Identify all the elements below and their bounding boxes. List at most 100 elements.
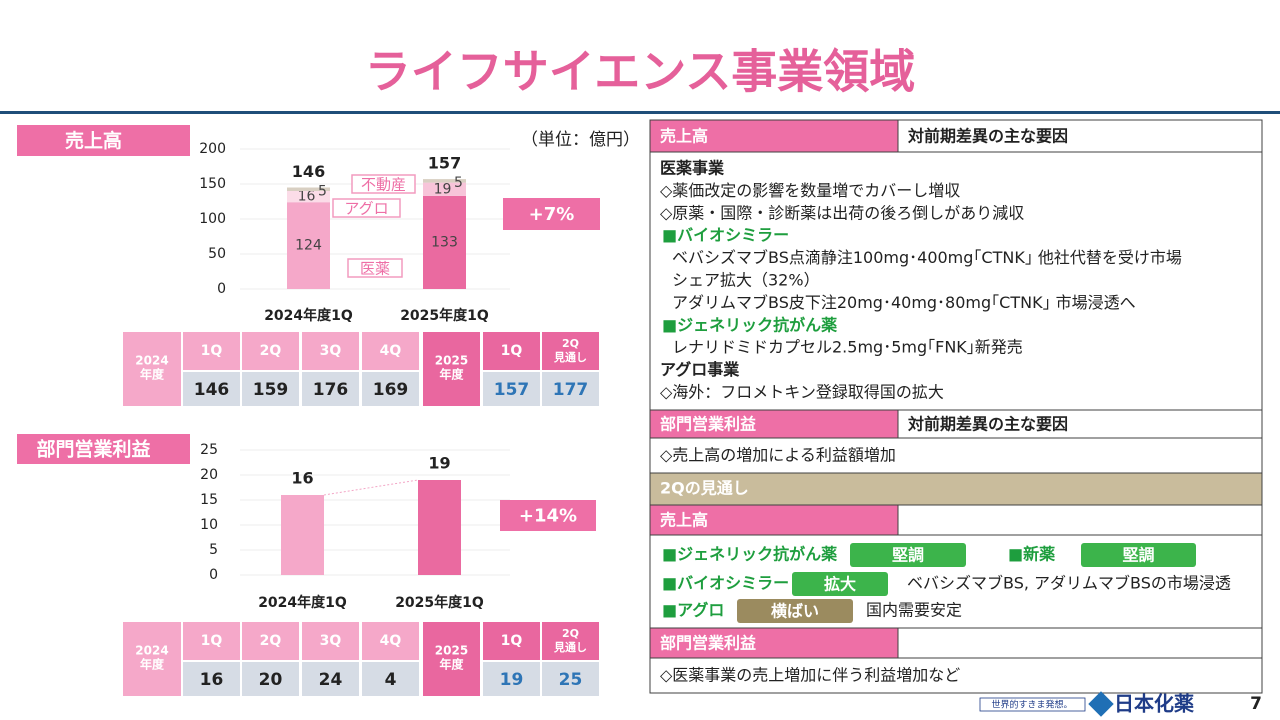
quarter-label: 1Q	[201, 633, 223, 649]
value-cell	[542, 372, 599, 406]
panel-text: アグロ事業	[660, 360, 740, 379]
quarter-header-cell	[483, 622, 540, 660]
bar-segment	[423, 195, 466, 289]
y-tick-label: 50	[208, 246, 226, 262]
panel-cell	[649, 437, 1263, 474]
value-cell	[242, 372, 299, 406]
year-cell	[123, 622, 181, 696]
y-tick-label: 10	[200, 517, 218, 533]
year-cell	[423, 332, 480, 406]
y-tick-label: 20	[200, 467, 218, 483]
quarter-label: 2Q	[562, 337, 579, 350]
outlook-title: 2Qの見通し	[660, 479, 749, 498]
x-tick-label: 2025年度1Q	[400, 307, 489, 324]
bar-segment	[287, 202, 330, 289]
chart-label-box	[17, 434, 190, 464]
quarter-label: 2Q	[260, 343, 282, 359]
quarter-value: 146	[194, 380, 230, 400]
value-cell	[362, 372, 419, 406]
quarter-label: 1Q	[201, 343, 223, 359]
quarter-value: 20	[259, 670, 283, 690]
badge-label: 堅調	[892, 546, 924, 565]
value-label: 16	[291, 469, 313, 488]
x-tick-label: 2024年度1Q	[264, 307, 353, 324]
growth-label: +14%	[519, 506, 577, 527]
panel-cell	[649, 657, 1263, 694]
growth-box	[503, 198, 600, 230]
y-tick-label: 100	[199, 211, 226, 227]
bar-segment	[287, 191, 330, 203]
quarter-header-cell	[362, 622, 419, 660]
panel-header: 部門営業利益	[660, 415, 756, 434]
bar-segment	[287, 187, 330, 191]
slogan: 世界的すきま発想。	[991, 699, 1072, 711]
panel-header: 売上高	[660, 127, 708, 146]
title-rule	[0, 111, 1280, 114]
quarter-value: 176	[313, 380, 349, 400]
quarter-label: 3Q	[320, 343, 342, 359]
quarter-value: 19	[500, 670, 524, 690]
quarter-value: 159	[253, 380, 289, 400]
panel-text: 医薬事業	[660, 159, 725, 178]
year-label: 2024	[135, 644, 168, 658]
year-label: 年度	[439, 367, 464, 382]
panel-text: レナリドミドカプセル2.5mg･5mg｢FNK｣新発売	[672, 338, 1023, 357]
panel-header-empty	[897, 627, 1263, 659]
year-label: 年度	[140, 657, 165, 672]
value-cell	[183, 372, 240, 406]
badge	[850, 543, 966, 567]
y-tick-label: 0	[209, 567, 218, 583]
legend-label: 医薬	[360, 260, 390, 278]
bar-segment	[423, 182, 466, 196]
value-cell	[483, 662, 540, 696]
total-label: 157	[428, 154, 461, 173]
x-tick-label: 2024年度1Q	[258, 594, 347, 611]
badge	[737, 599, 853, 623]
panel-text: ◇原薬・国際・診断薬は出荷の後ろ倒しがあり減収	[660, 203, 1024, 222]
quarter-label: 1Q	[501, 343, 523, 359]
segment-label: 16	[298, 189, 316, 205]
quarter-value: 24	[319, 670, 343, 690]
quarter-header-cell	[362, 332, 419, 370]
quarter-label: 1Q	[501, 633, 523, 649]
year-label: 2025	[435, 354, 468, 368]
panel-header: 部門営業利益	[660, 634, 756, 653]
legend-box	[351, 174, 416, 194]
chart-label-box	[17, 125, 190, 156]
panel-header-cell	[649, 627, 899, 659]
year-label: 年度	[439, 657, 464, 672]
quarter-label: 4Q	[380, 343, 402, 359]
year-cell	[423, 622, 480, 696]
quarter-header-cell	[183, 622, 240, 660]
year-cell	[123, 332, 181, 406]
outlook-item: ■アグロ	[662, 601, 724, 620]
value-cell	[302, 662, 359, 696]
badge-label: 堅調	[1122, 546, 1154, 565]
growth-label: +7%	[529, 204, 575, 225]
y-tick-label: 150	[199, 176, 226, 192]
quarter-label: 4Q	[380, 633, 402, 649]
x-tick-label: 2025年度1Q	[395, 594, 484, 611]
quarter-value: 177	[553, 380, 589, 400]
quarter-header-cell	[242, 622, 299, 660]
value-label: 19	[428, 454, 450, 473]
panel-header-empty	[897, 504, 1263, 536]
panel-text: ベバシズマブBS点滴静注100mg･400mg｢CTNK｣ 他社代替を受け市場	[672, 248, 1182, 267]
quarter-value: 157	[494, 380, 530, 400]
quarter-header-cell	[242, 332, 299, 370]
bar-segment	[423, 179, 466, 183]
page-number: 7	[1250, 694, 1262, 714]
quarter-label: 2Q	[562, 627, 579, 640]
panel-text: ◇医薬事業の売上増加に伴う利益増加など	[660, 666, 960, 685]
badge-label: 拡大	[824, 575, 856, 594]
segment-label: 5	[454, 175, 463, 191]
year-label: 2025	[435, 644, 468, 658]
panel-text: アダリムマブBS皮下注20mg･40mg･80mg｢CTNK｣ 市場浸透へ	[672, 293, 1136, 312]
panel-text: ◇海外：フロメトキン登録取得国の拡大	[660, 383, 944, 402]
value-cell	[542, 662, 599, 696]
quarter-header-cell	[483, 332, 540, 370]
y-tick-label: 0	[217, 281, 226, 297]
year-label: 2024	[135, 354, 168, 368]
